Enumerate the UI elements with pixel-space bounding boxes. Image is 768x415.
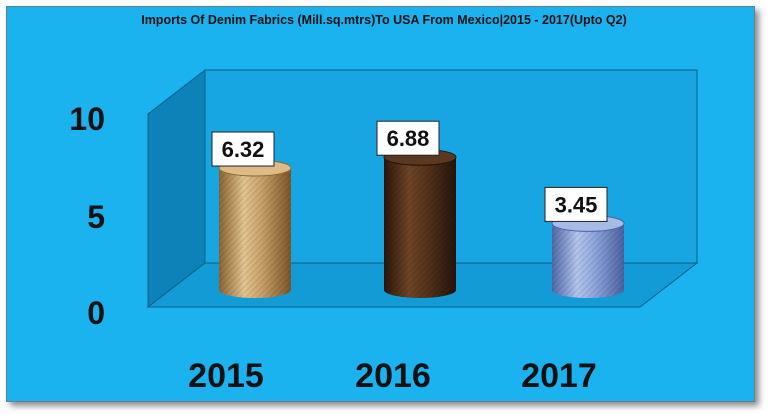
y-tick-label: 10 [69,101,105,137]
data-label: 6.88 [387,126,430,151]
x-tick-label: 2017 [521,357,597,395]
data-label-box: 3.45 [544,186,608,222]
bar-body-texture [384,157,456,298]
data-label: 3.45 [555,192,598,217]
y-tick-label: 0 [87,295,105,331]
y-tick-label: 5 [87,199,105,235]
x-tick-label: 2015 [188,357,264,395]
bar-body-texture [552,223,624,298]
bar [383,148,457,298]
data-label: 6.32 [222,137,265,162]
data-label-box: 6.32 [211,131,275,167]
x-tick-label: 2016 [355,357,431,395]
chart-title: Imports Of Denim Fabrics (Mill.sq.mtrs)T… [141,13,627,27]
bar [551,214,625,298]
data-label-box: 6.88 [376,120,440,156]
bar [218,159,292,298]
bar-body-texture [219,168,291,298]
